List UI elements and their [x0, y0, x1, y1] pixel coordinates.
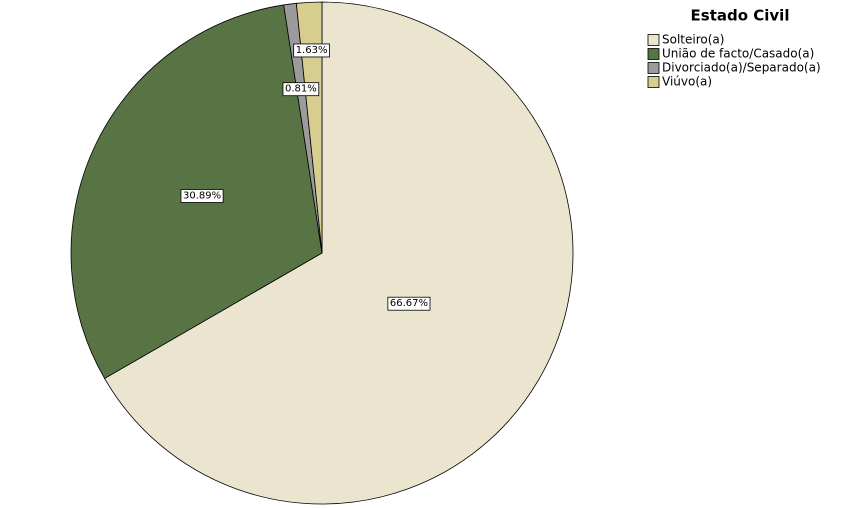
legend-label: Divorciado(a)/Separado(a) — [662, 61, 821, 75]
legend-label: Viúvo(a) — [662, 75, 712, 89]
pie-slice — [295, 1, 323, 254]
data-label-group: 66.67% — [387, 296, 431, 311]
legend-swatch — [647, 34, 660, 46]
legend-swatch — [647, 48, 660, 60]
data-label: 30.89% — [183, 190, 221, 201]
data-label: 0.81% — [285, 84, 317, 95]
legend-label: Solteiro(a) — [662, 33, 724, 47]
data-label-box — [293, 43, 330, 58]
data-label: 1.63% — [296, 45, 328, 56]
data-label-group: 1.63% — [293, 43, 330, 58]
legend-label: União de facto/Casado(a) — [662, 47, 814, 61]
data-label-box — [282, 82, 320, 97]
legend-swatch — [647, 76, 660, 88]
data-label-box — [180, 189, 224, 203]
pie-slice — [104, 1, 574, 505]
data-label-box — [387, 296, 431, 311]
data-label-group: 30.89% — [180, 189, 224, 203]
legend-title: Estado Civil — [691, 7, 790, 25]
legend-swatch — [647, 62, 660, 74]
data-label: 66.67% — [390, 298, 428, 309]
data-label-group: 0.81% — [282, 82, 320, 97]
